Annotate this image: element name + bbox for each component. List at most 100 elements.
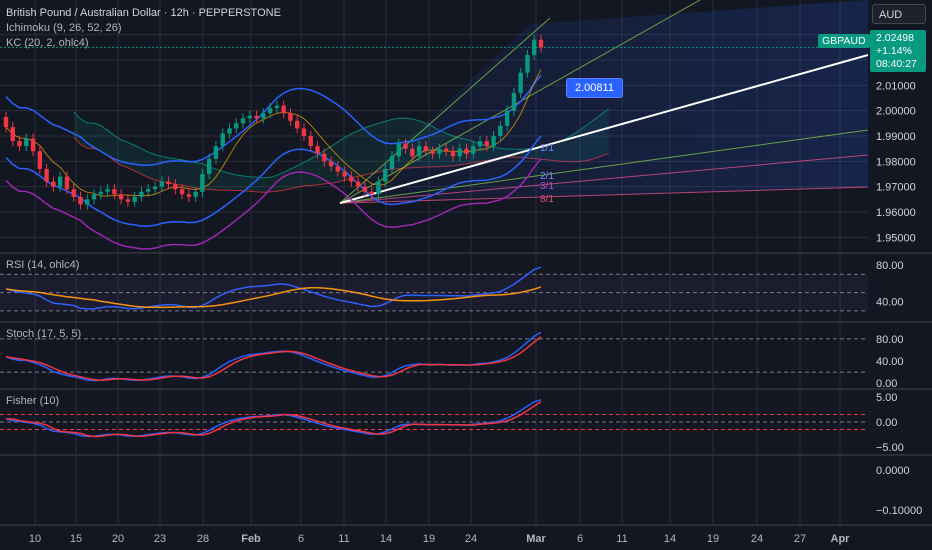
candle-body bbox=[3, 117, 9, 128]
stoch-label[interactable]: Stoch (17, 5, 5) bbox=[6, 328, 82, 340]
candle-body bbox=[322, 153, 327, 162]
candle-body bbox=[511, 92, 517, 111]
fan-label: 2/1 bbox=[540, 171, 554, 182]
candle-body bbox=[220, 133, 225, 147]
fan-line bbox=[339, 154, 869, 204]
candle-body bbox=[457, 148, 462, 157]
price-change: +1.14% bbox=[876, 45, 912, 57]
fan-label: 1/1 bbox=[540, 143, 554, 154]
candle-body bbox=[206, 158, 212, 174]
fan-label: 3/1 bbox=[540, 181, 554, 192]
candle-body bbox=[200, 174, 205, 192]
candle-body bbox=[504, 110, 510, 126]
candle-body bbox=[376, 181, 381, 195]
candle-body bbox=[403, 143, 408, 149]
candle-body bbox=[57, 176, 63, 187]
pane-y-tick: 0.00 bbox=[876, 417, 897, 429]
candle-body bbox=[295, 120, 300, 129]
candle-body bbox=[254, 115, 259, 119]
y-tick-label: 1.97000 bbox=[876, 182, 916, 194]
x-tick-label: Feb bbox=[241, 533, 261, 545]
candle-body bbox=[274, 105, 280, 109]
fisher-label[interactable]: Fisher (10) bbox=[6, 395, 60, 407]
x-tick-label: 24 bbox=[465, 533, 477, 545]
candle-body bbox=[464, 148, 469, 154]
candle-body bbox=[396, 143, 401, 157]
candle-body bbox=[355, 181, 361, 187]
last-price-badge: 2.02498 +1.14% 08:40:27 bbox=[870, 30, 926, 72]
fan-label: 8/1 bbox=[540, 194, 554, 205]
candle-body bbox=[315, 146, 320, 154]
pane-y-tick: 80.00 bbox=[876, 260, 904, 272]
candle-body bbox=[152, 186, 158, 190]
candle-body bbox=[91, 194, 97, 200]
trend-line bbox=[339, 54, 869, 205]
candle-body bbox=[24, 138, 29, 147]
candle-body bbox=[301, 128, 307, 136]
candle-body bbox=[213, 146, 219, 159]
candle-body bbox=[78, 196, 83, 205]
candle-body bbox=[44, 168, 49, 182]
candle-body bbox=[416, 146, 422, 157]
candle-body bbox=[443, 148, 449, 152]
y-tick-label: 1.98000 bbox=[876, 156, 916, 168]
chart-header: British Pound / Australian Dollar · 12h … bbox=[6, 6, 281, 51]
ichimoku-label[interactable]: Ichimoku (9, 26, 52, 26) bbox=[6, 22, 122, 34]
y-tick-label: 1.96000 bbox=[876, 207, 916, 219]
candle-body bbox=[85, 199, 90, 205]
candle-body bbox=[112, 189, 117, 195]
currency-button[interactable]: AUD bbox=[872, 4, 926, 24]
candle-body bbox=[30, 138, 36, 152]
x-tick-label: 19 bbox=[423, 533, 435, 545]
candle-body bbox=[342, 171, 347, 177]
candle-body bbox=[125, 199, 131, 202]
candle-body bbox=[450, 151, 456, 157]
x-tick-label: 19 bbox=[707, 533, 719, 545]
fisher-trigger-line bbox=[6, 401, 542, 438]
candle-body bbox=[132, 196, 137, 202]
candle-body bbox=[267, 108, 273, 114]
x-tick-label: 11 bbox=[616, 533, 627, 545]
candle-body bbox=[538, 39, 544, 48]
pane-y-tick: 5.00 bbox=[876, 392, 897, 404]
candle-body bbox=[423, 146, 429, 152]
candle-body bbox=[328, 161, 334, 167]
candle-body bbox=[518, 72, 523, 93]
rsi-label[interactable]: RSI (14, ohlc4) bbox=[6, 259, 80, 271]
candle-body bbox=[288, 113, 293, 121]
x-tick-label: 28 bbox=[197, 533, 209, 545]
candle-body bbox=[477, 141, 483, 147]
chart-title: British Pound / Australian Dollar · 12h … bbox=[6, 7, 281, 19]
candle-body bbox=[281, 105, 286, 114]
bar-countdown: 08:40:27 bbox=[876, 58, 917, 70]
pane-y-tick: 0.0000 bbox=[876, 465, 910, 477]
last-price: 2.02498 bbox=[876, 32, 914, 44]
x-tick-label: 27 bbox=[794, 533, 806, 545]
x-tick-label: 6 bbox=[298, 533, 304, 545]
candle-body bbox=[37, 151, 43, 169]
candle-body bbox=[369, 191, 374, 195]
candle-body bbox=[525, 54, 530, 73]
candle-body bbox=[389, 156, 395, 169]
candle-body bbox=[261, 113, 266, 119]
x-tick-label: Apr bbox=[831, 533, 851, 545]
x-tick-label: 14 bbox=[380, 533, 392, 545]
x-tick-label: 11 bbox=[338, 533, 349, 545]
pane-y-tick: 40.00 bbox=[876, 356, 904, 368]
candle-body bbox=[430, 151, 435, 154]
pane-y-tick: 40.00 bbox=[876, 297, 904, 309]
candle-body bbox=[491, 136, 496, 147]
candle-body bbox=[349, 176, 354, 182]
y-tick-label: 2.01000 bbox=[876, 80, 916, 92]
pane-y-tick: 0.00 bbox=[876, 378, 897, 390]
pane-y-tick: −0.10000 bbox=[876, 505, 922, 517]
x-tick-label: 23 bbox=[154, 533, 166, 545]
candle-body bbox=[71, 189, 76, 197]
candle-body bbox=[146, 189, 151, 192]
rsi-band bbox=[0, 274, 868, 311]
candle-body bbox=[118, 194, 124, 200]
kc-label[interactable]: KC (20, 2, ohlc4) bbox=[6, 37, 89, 49]
x-tick-label: 24 bbox=[751, 533, 763, 545]
lagging-band bbox=[5, 158, 542, 250]
